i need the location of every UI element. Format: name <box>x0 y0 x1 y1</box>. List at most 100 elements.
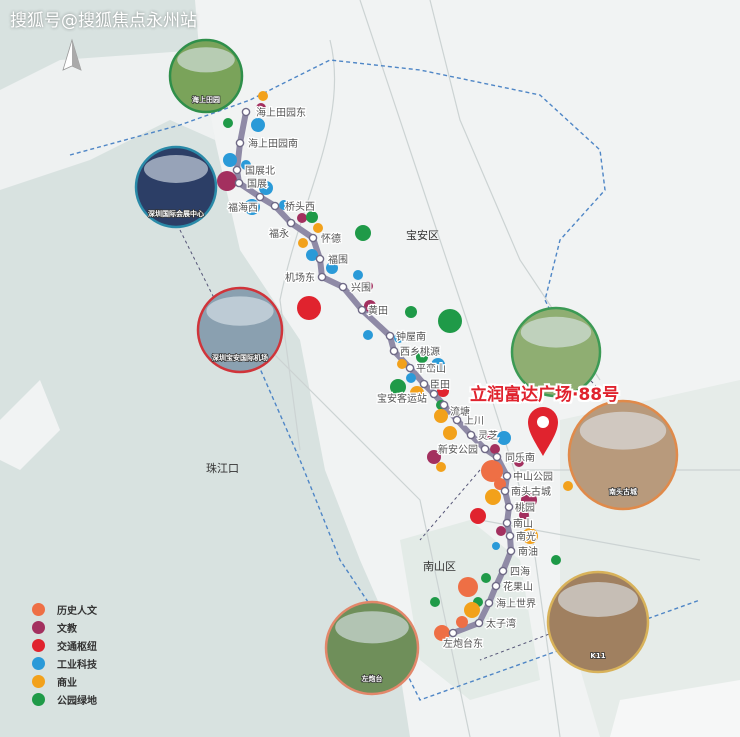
station-marker[interactable] <box>385 331 395 341</box>
station-marker[interactable] <box>241 107 251 117</box>
station-marker[interactable] <box>270 201 280 211</box>
station-marker[interactable] <box>255 192 265 202</box>
station-marker[interactable] <box>234 178 244 188</box>
poi-dot <box>217 171 237 191</box>
poi-dot <box>410 386 424 400</box>
station-label: 海上田园南 <box>248 137 298 150</box>
poi-dot <box>431 358 445 372</box>
poi-dot <box>427 450 441 464</box>
station-marker[interactable] <box>480 444 490 454</box>
station-marker[interactable] <box>308 233 318 243</box>
legend-swatch <box>32 638 45 652</box>
photo-callout[interactable]: 海上田园 <box>168 38 244 114</box>
station-marker[interactable] <box>286 218 296 228</box>
station-marker[interactable] <box>502 518 512 528</box>
photo-caption: K11 <box>590 652 605 660</box>
photo-callout[interactable]: 南头古城 <box>567 399 679 511</box>
poi-dot <box>458 577 478 597</box>
station-marker[interactable] <box>452 415 462 425</box>
station-label: 南油 <box>518 545 538 558</box>
poi-dot <box>223 153 237 167</box>
station-label: 南山 <box>513 517 533 530</box>
station-marker[interactable] <box>315 254 325 264</box>
legend-swatch <box>32 674 45 688</box>
poi-dot <box>364 300 376 312</box>
photo-caption: 深圳宝安国际机场 <box>212 353 268 362</box>
station-label: 四海 <box>510 565 530 578</box>
poi-dot <box>390 379 406 395</box>
station-marker[interactable] <box>492 452 502 462</box>
photo-callout[interactable]: 深圳宝安国际机场 <box>196 286 284 374</box>
station-marker[interactable] <box>439 400 449 410</box>
poi-dot <box>519 510 529 520</box>
poi-dot <box>223 118 233 128</box>
station-marker[interactable] <box>500 486 510 496</box>
station-marker[interactable] <box>419 379 429 389</box>
station-marker[interactable] <box>505 531 515 541</box>
station-marker[interactable] <box>448 628 458 638</box>
poi-dot <box>256 103 266 113</box>
station-marker[interactable] <box>506 546 516 556</box>
station-marker[interactable] <box>317 272 327 282</box>
station-label: 桥头西 <box>285 201 315 213</box>
station-label: 新安公园 <box>438 443 478 456</box>
station-label: 南光 <box>516 530 536 543</box>
station-marker[interactable] <box>429 389 439 399</box>
station-label: 黄田 <box>368 304 388 317</box>
watermark: 搜狐号@搜狐焦点永州站 <box>10 11 197 31</box>
station-marker[interactable] <box>357 305 367 315</box>
station-marker[interactable] <box>474 618 484 628</box>
legend-label: 商业 <box>57 677 77 689</box>
poi-dot <box>521 492 537 508</box>
district-nanshan: 南山区 <box>423 560 456 573</box>
poi-dot <box>481 573 491 583</box>
station-marker[interactable] <box>405 363 415 373</box>
station-marker[interactable] <box>504 502 514 512</box>
poi-dot <box>353 270 363 280</box>
poi-dot <box>430 597 440 607</box>
station-label: 兴围 <box>351 282 371 294</box>
legend-item: 交通枢纽 <box>32 636 97 654</box>
poi-dot <box>394 333 404 343</box>
photo-callout[interactable]: K11 <box>546 570 650 674</box>
legend-label: 公园绿地 <box>57 695 97 707</box>
station-label: 花果山 <box>503 580 533 593</box>
legend-swatch <box>32 656 45 670</box>
station-label: 海上世界 <box>496 597 536 610</box>
location-pin-icon[interactable] <box>528 407 558 456</box>
poi-dot <box>326 262 338 274</box>
station-marker[interactable] <box>235 138 245 148</box>
poi-dot <box>456 616 468 628</box>
photo-sky <box>579 411 667 450</box>
photo-sky <box>206 296 274 326</box>
station-label: 桃园 <box>515 501 535 514</box>
poi-dot <box>434 625 450 641</box>
station-label: 福永 <box>269 227 289 240</box>
photo-caption: 海上田园 <box>192 95 220 104</box>
photo-callout[interactable]: 左炮台 <box>324 600 420 696</box>
poi-dot <box>496 526 506 536</box>
station-marker[interactable] <box>502 471 512 481</box>
station-label: 海上田园东 <box>256 106 306 119</box>
poi-dots <box>217 91 573 641</box>
station-marker[interactable] <box>232 165 242 175</box>
station-marker[interactable] <box>389 346 399 356</box>
poi-dot <box>363 281 373 291</box>
station-marker[interactable] <box>338 282 348 292</box>
poi-dot <box>241 160 251 170</box>
station-label: 福海西 <box>228 201 258 214</box>
photo-sky <box>558 582 638 617</box>
station-marker[interactable] <box>466 430 476 440</box>
photo-callout[interactable] <box>510 306 602 398</box>
poi-dot <box>470 508 486 524</box>
photo-callout[interactable]: 深圳国际会展中心 <box>134 145 218 229</box>
poi-dot <box>487 432 495 440</box>
legend-item: 历史人文 <box>32 600 97 618</box>
connector-dash <box>179 229 611 661</box>
poi-dot <box>563 481 573 491</box>
photo-caption: 左炮台 <box>361 674 383 683</box>
station-marker[interactable] <box>491 581 501 591</box>
station-label: 上川 <box>464 415 484 427</box>
station-marker[interactable] <box>484 598 494 608</box>
station-marker[interactable] <box>498 566 508 576</box>
